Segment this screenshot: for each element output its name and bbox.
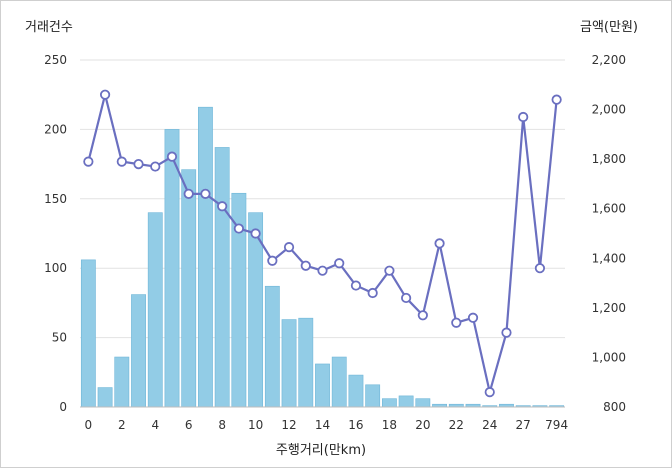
bar [181, 169, 197, 408]
line-point [217, 201, 228, 212]
right-axis-title: 금액(만원) [580, 20, 638, 35]
right-tick-label: 1,400 [592, 251, 626, 265]
line-point [250, 228, 261, 239]
bar [114, 356, 130, 408]
line-point [501, 327, 512, 338]
x-tick-label: 794 [545, 418, 568, 432]
x-tick-label: 27 [516, 418, 531, 432]
line-point [518, 111, 529, 123]
x-tick-label: 12 [281, 418, 296, 432]
line-point [300, 260, 311, 271]
bar [348, 374, 364, 408]
bar [315, 363, 330, 408]
right-tick-label: 1,200 [592, 301, 626, 315]
line-point [484, 387, 495, 398]
bar [198, 106, 213, 408]
bar [214, 147, 230, 408]
axes: 0501001502002508001,0001,2001,4001,6001,… [44, 53, 626, 432]
line-point [434, 238, 445, 249]
line-point [451, 317, 462, 328]
right-tick-label: 2,200 [592, 53, 626, 67]
line-point [116, 156, 127, 167]
left-tick-label: 100 [44, 261, 67, 275]
line-point [334, 258, 345, 269]
line-point [534, 263, 546, 274]
right-tick-label: 1,800 [592, 152, 626, 166]
line-point [233, 223, 244, 234]
line-point [350, 280, 362, 291]
line-point [99, 89, 111, 100]
right-tick-label: 1,000 [592, 350, 626, 364]
bar [365, 384, 381, 408]
x-tick-label: 4 [151, 418, 159, 432]
x-tick-label: 20 [415, 418, 430, 432]
left-tick-label: 150 [44, 192, 67, 206]
line-point [317, 265, 328, 276]
bar [331, 356, 347, 408]
line-point [467, 312, 479, 323]
x-tick-label: 8 [218, 418, 226, 432]
x-tick-label: 10 [248, 418, 263, 432]
x-tick-label: 2 [118, 418, 126, 432]
line-point [367, 287, 378, 299]
bar [97, 387, 113, 408]
line-point [417, 310, 428, 321]
x-tick-label: 24 [482, 418, 497, 432]
line-point [200, 188, 211, 199]
bar [381, 398, 397, 408]
x-axis-title: 주행거리(만km) [276, 442, 366, 458]
right-tick-label: 1,600 [592, 202, 626, 216]
line-point [150, 161, 161, 172]
line-point [133, 159, 144, 170]
x-tick-label: 16 [348, 418, 363, 432]
bar [264, 285, 280, 408]
line-point [83, 156, 94, 167]
x-tick-label: 0 [85, 418, 93, 432]
line-point [166, 151, 178, 162]
left-tick-label: 50 [52, 331, 67, 345]
bar [80, 259, 96, 408]
left-axis-title: 거래건수 [25, 20, 73, 35]
line-point [384, 265, 395, 276]
line-point [401, 292, 412, 304]
bar [415, 398, 431, 408]
line-point [551, 94, 562, 105]
line-point [283, 242, 295, 253]
bar [398, 395, 414, 408]
bar [281, 319, 297, 408]
bar-series [80, 106, 565, 408]
x-tick-label: 6 [185, 418, 193, 432]
x-tick-label: 22 [449, 418, 464, 432]
x-tick-label: 18 [382, 418, 397, 432]
right-tick-label: 2,000 [592, 103, 626, 117]
bar [164, 129, 180, 408]
bar [131, 294, 146, 408]
left-tick-label: 250 [44, 53, 67, 67]
line-series [83, 89, 562, 398]
bar [298, 317, 314, 408]
right-tick-label: 800 [603, 400, 626, 414]
x-tick-label: 14 [315, 418, 330, 432]
line-point [183, 188, 194, 199]
bar [147, 212, 163, 408]
left-tick-label: 0 [59, 400, 67, 414]
line-point [267, 255, 278, 266]
left-tick-label: 200 [44, 122, 67, 136]
